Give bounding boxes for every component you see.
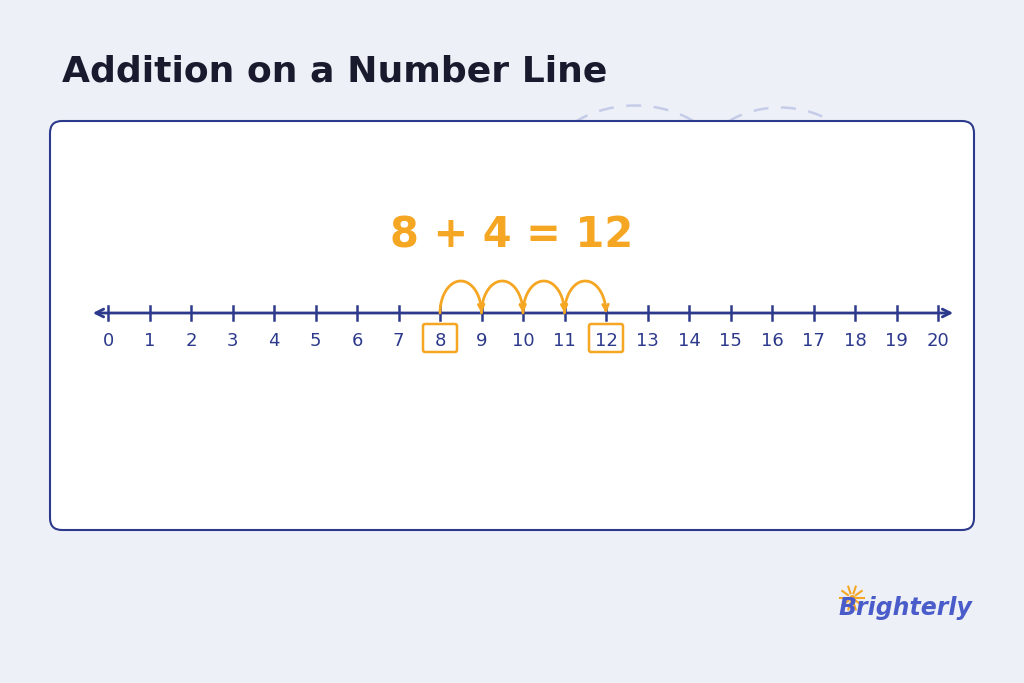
Text: 9: 9 bbox=[476, 332, 487, 350]
Text: 2: 2 bbox=[185, 332, 197, 350]
Text: 15: 15 bbox=[719, 332, 742, 350]
Text: 6: 6 bbox=[351, 332, 362, 350]
Text: 5: 5 bbox=[309, 332, 322, 350]
Text: 0: 0 bbox=[102, 332, 114, 350]
Text: 10: 10 bbox=[512, 332, 535, 350]
FancyBboxPatch shape bbox=[50, 121, 974, 530]
Text: 12: 12 bbox=[595, 332, 617, 350]
Text: 17: 17 bbox=[802, 332, 825, 350]
Text: Brighterly: Brighterly bbox=[838, 596, 972, 620]
Text: 16: 16 bbox=[761, 332, 783, 350]
Text: Addition on a Number Line: Addition on a Number Line bbox=[62, 55, 607, 89]
Text: 8: 8 bbox=[434, 332, 445, 350]
Text: 18: 18 bbox=[844, 332, 866, 350]
Text: 19: 19 bbox=[885, 332, 908, 350]
Text: 4: 4 bbox=[268, 332, 280, 350]
Text: 7: 7 bbox=[393, 332, 404, 350]
Text: 8 + 4 = 12: 8 + 4 = 12 bbox=[390, 214, 634, 256]
Text: 1: 1 bbox=[143, 332, 156, 350]
Text: 3: 3 bbox=[226, 332, 239, 350]
Text: 11: 11 bbox=[553, 332, 575, 350]
Text: 13: 13 bbox=[636, 332, 658, 350]
Text: 14: 14 bbox=[678, 332, 700, 350]
Text: 20: 20 bbox=[927, 332, 949, 350]
